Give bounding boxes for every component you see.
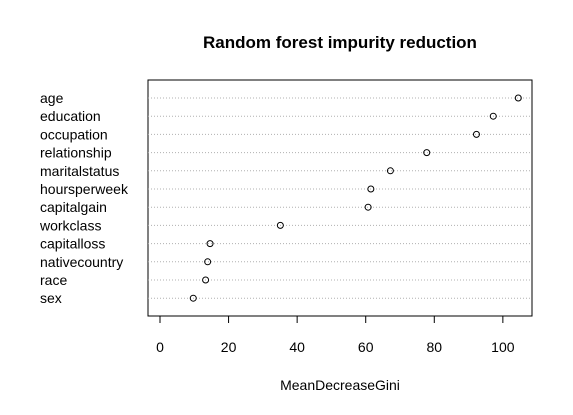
category-label-workclass: workclass — [39, 217, 101, 233]
x-tick-label-40: 40 — [289, 339, 305, 355]
x-tick-label-60: 60 — [358, 339, 374, 355]
category-label-occupation: occupation — [40, 126, 108, 142]
point-nativecountry — [204, 258, 212, 266]
point-capitalgain — [364, 203, 372, 211]
category-label-age: age — [40, 90, 64, 106]
x-axis-label: MeanDecreaseGini — [280, 377, 400, 393]
point-occupation — [472, 130, 480, 138]
x-axis: 0 20 40 60 80 100 — [156, 315, 515, 355]
category-label-nativecountry: nativecountry — [40, 254, 123, 270]
data-points — [189, 94, 522, 302]
x-tick-label-100: 100 — [491, 339, 515, 355]
x-tick-label-20: 20 — [221, 339, 237, 355]
plot-frame — [147, 79, 533, 317]
x-tick-label-0: 0 — [156, 339, 164, 355]
point-age — [514, 94, 522, 102]
chart-title: Random forest impurity reduction — [203, 33, 477, 52]
category-label-hoursperweek: hoursperweek — [40, 181, 129, 197]
category-label-education: education — [40, 108, 101, 124]
x-tick-label-80: 80 — [426, 339, 442, 355]
category-label-capitalgain: capitalgain — [40, 199, 107, 215]
category-label-maritalstatus: maritalstatus — [40, 163, 119, 179]
category-label-capitalloss: capitalloss — [40, 236, 105, 252]
category-label-race: race — [40, 272, 67, 288]
grid-lines — [148, 97, 532, 299]
category-labels: age education occupation relationship marita… — [39, 90, 129, 306]
point-workclass — [276, 221, 284, 229]
point-capitalloss — [206, 240, 214, 248]
point-race — [202, 276, 210, 284]
point-relationship — [423, 149, 431, 157]
category-label-relationship: relationship — [40, 145, 112, 161]
point-hoursperweek — [367, 185, 375, 193]
point-education — [489, 112, 497, 120]
point-sex — [189, 294, 197, 302]
category-label-sex: sex — [40, 290, 62, 306]
point-maritalstatus — [386, 167, 394, 175]
